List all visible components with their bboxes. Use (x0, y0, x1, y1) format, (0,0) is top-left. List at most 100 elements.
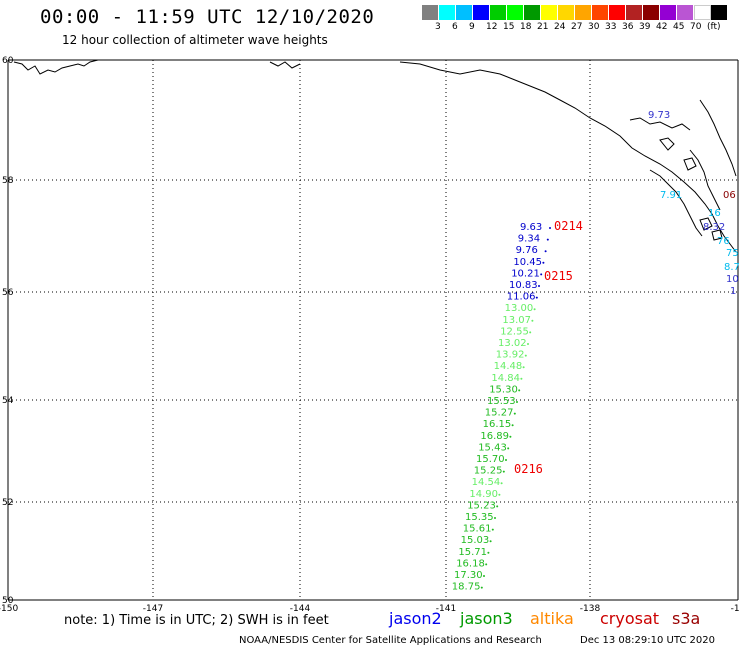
graticule (7, 59, 739, 601)
legend-swatch (694, 5, 711, 20)
wave-height-label: 12.55 (500, 326, 529, 337)
legend-tick: 6 (452, 22, 458, 32)
wave-height-label: 11.06 (507, 292, 536, 303)
wave-height-label: 18.75 (452, 582, 481, 593)
track-point (487, 551, 490, 554)
alaska-islands (659, 137, 723, 241)
wave-height-measurements: 9.639.349.7610.4510.2110.8311.0613.0013.… (452, 222, 542, 593)
track-point (524, 354, 527, 357)
track-point (535, 296, 538, 299)
satellite-name: jason2 (389, 609, 442, 628)
coastal-wave-label: 76 (717, 236, 730, 247)
legend-tick: 30 (588, 22, 600, 32)
track-point (491, 528, 494, 531)
coastal-wave-label: 16 (708, 208, 721, 219)
wave-height-label: 14.54 (472, 477, 501, 488)
legend-tick: 45 (673, 22, 685, 32)
legend-swatch (643, 5, 660, 20)
legend-tick: 24 (554, 22, 566, 32)
map-subtitle: 12 hour collection of altimeter wave hei… (62, 33, 328, 47)
wave-height-label: 13.00 (505, 303, 534, 314)
lon-label: -144 (290, 604, 311, 614)
track-point (529, 331, 532, 334)
legend-swatch (541, 5, 558, 20)
track-point (507, 447, 510, 450)
legend-swatch (524, 5, 541, 20)
coastal-wave-label: 9.73 (648, 110, 670, 121)
legend-swatch (490, 5, 507, 20)
track-labels: 0214 0215 0216 (514, 219, 583, 476)
alaska-coastline (13, 59, 737, 253)
legend-tick: 70 (690, 22, 702, 32)
map-note: note: 1) Time is in UTC; 2) SWH is in fe… (64, 613, 329, 628)
track-point (498, 493, 501, 496)
lat-label: 56 (2, 288, 14, 298)
coastal-wave-label: 7.91 (660, 190, 682, 201)
wave-height-label: 10.45 (513, 257, 542, 268)
legend-swatch (677, 5, 694, 20)
lon-label: -141 (436, 604, 456, 614)
track-point (511, 424, 514, 427)
footer-credit: NOAA/NESDIS Center for Satellite Applica… (239, 635, 542, 646)
wave-height-label: 15.03 (461, 535, 490, 546)
wave-height-label: 15.25 (474, 466, 503, 477)
lon-label: -13 (731, 604, 740, 614)
wave-height-label: 14.48 (494, 361, 523, 372)
track-point (513, 412, 516, 415)
legend-swatch (575, 5, 592, 20)
legend-swatch (558, 5, 575, 20)
lon-label: -138 (580, 604, 601, 614)
track-point (527, 343, 529, 345)
color-scale-legend (422, 5, 728, 20)
legend-tick: 33 (605, 22, 617, 32)
lat-label: 54 (2, 396, 14, 406)
wave-height-label: 16.18 (456, 558, 485, 569)
coastal-wave-label: 8.7 (724, 262, 740, 273)
wave-height-label: 9.34 (518, 234, 540, 245)
axis-labels: 60 58 56 54 52 50-150 -147 -144 -141 -138 -13 (0, 56, 740, 614)
wave-height-label: 15.70 (476, 454, 505, 465)
satellite-name: cryosat (600, 609, 660, 628)
wave-height-label: 15.23 (467, 500, 496, 511)
track-point (538, 285, 540, 287)
pass-number-label: 0215 (544, 269, 573, 283)
track-point (483, 575, 485, 577)
coastline (13, 59, 737, 253)
legend-tick: 15 (503, 22, 515, 32)
legend-tick: 36 (622, 22, 634, 32)
wave-height-label: 15.53 (487, 396, 516, 407)
legend-swatch (609, 5, 626, 20)
track-point (542, 261, 545, 264)
legend-tick: 27 (571, 22, 583, 32)
legend-swatch (660, 5, 677, 20)
track-point (518, 389, 521, 392)
legend-tick: 18 (520, 22, 532, 32)
pass-number-label: 0216 (514, 462, 543, 476)
track-point (502, 470, 505, 473)
wave-height-label: 15.71 (458, 547, 487, 558)
lat-label: 50 (2, 596, 14, 606)
track-point (516, 401, 518, 403)
track-point (485, 563, 488, 566)
legend-tick: 42 (656, 22, 668, 32)
legend-tick: 3 (435, 22, 441, 32)
wave-height-label: 13.92 (496, 350, 525, 361)
wave-height-label: 9.76 (516, 245, 538, 256)
track-point (500, 482, 503, 485)
satellite-name: jason3 (460, 609, 513, 628)
track-point (544, 250, 547, 253)
track-point (489, 540, 492, 543)
wave-height-label: 15.30 (489, 384, 518, 395)
satellite-name: altika (530, 609, 574, 628)
map-title: 00:00 - 11:59 UTC 12/10/2020 (40, 6, 375, 28)
legend-tick: 12 (486, 22, 498, 32)
lat-label: 52 (2, 498, 13, 508)
track-point (505, 459, 507, 461)
pass-number-label: 0214 (554, 219, 583, 233)
legend-swatch (711, 5, 728, 20)
wave-height-label: 15.35 (465, 512, 494, 523)
legend-swatch (626, 5, 643, 20)
track-point (494, 517, 496, 519)
legend-swatch (592, 5, 609, 20)
